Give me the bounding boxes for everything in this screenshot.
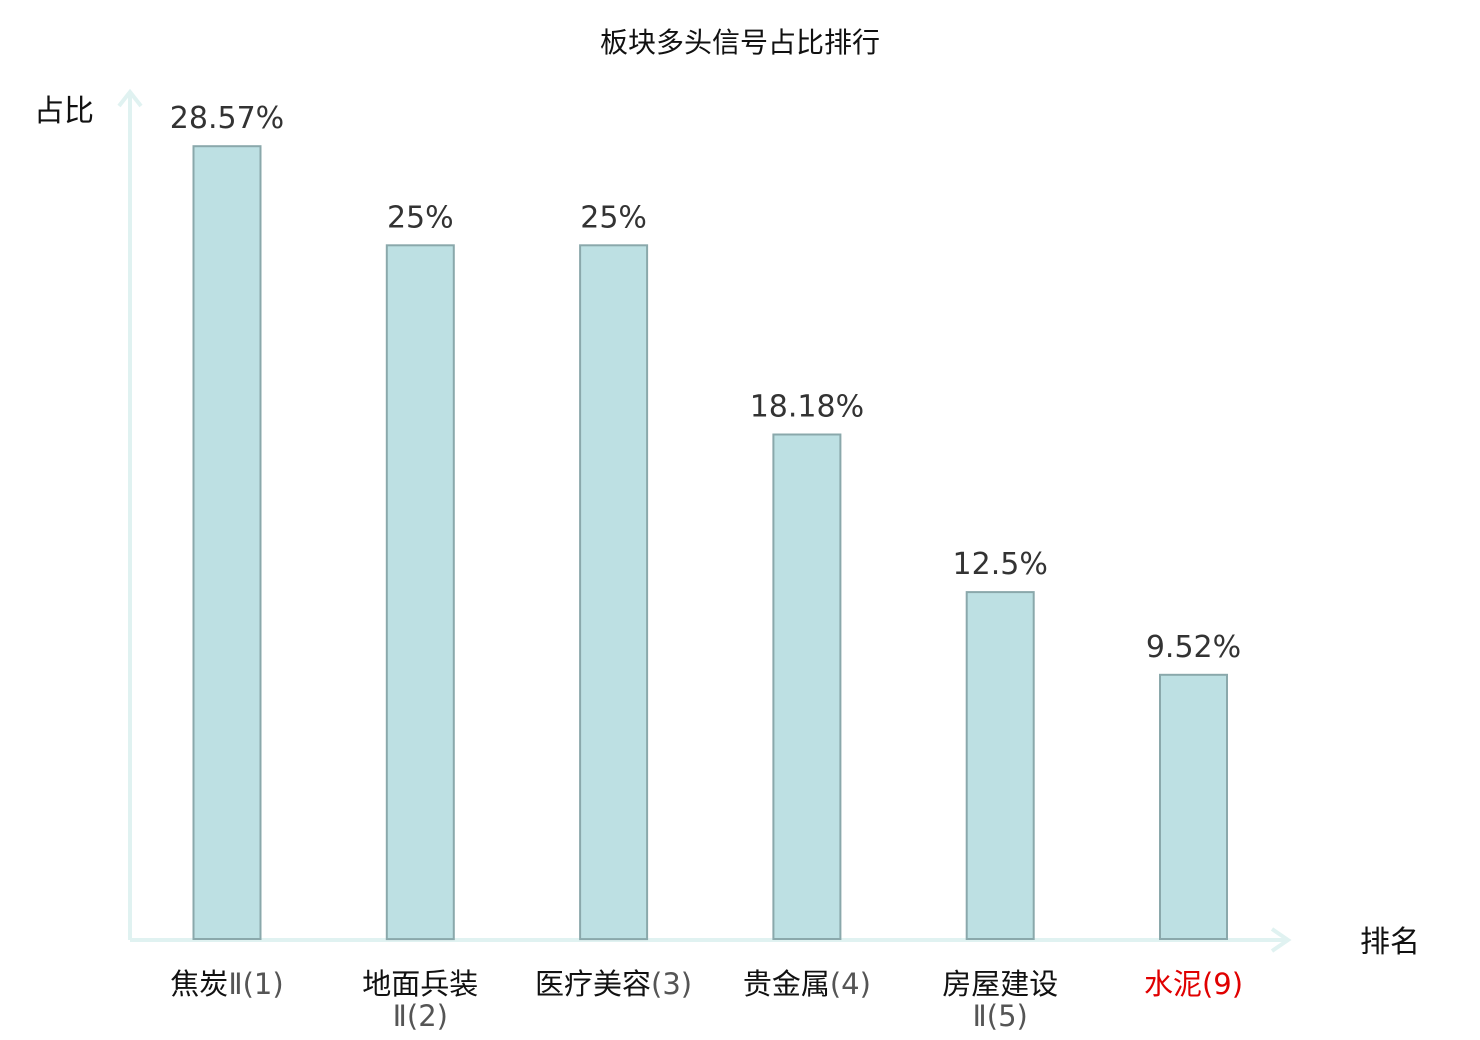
category-name: 焦炭 <box>170 967 228 1001</box>
category-name: 医疗美容 <box>535 967 651 1001</box>
y-axis-label: 占比 <box>34 94 94 129</box>
value-label: 9.52% <box>1146 630 1241 665</box>
category-label: 医疗美容(3) <box>535 967 692 1001</box>
category-rank: (1) <box>243 967 284 1001</box>
value-label: 28.57% <box>170 101 284 136</box>
bar <box>772 433 842 940</box>
value-label: 18.18% <box>750 390 864 425</box>
x-axis-arrow-icon <box>1270 927 1292 953</box>
category-label-line2: Ⅱ(5) <box>973 999 1028 1033</box>
bar <box>385 244 455 941</box>
category-label: 房屋建设 <box>942 967 1058 1001</box>
chart-title: 板块多头信号占比排行 <box>600 26 880 59</box>
value-labels-group: 28.57% 25% 25% 18.18% 12.5% 9.52% <box>170 101 1241 665</box>
category-rank: (2) <box>407 999 448 1033</box>
category-name: 水泥 <box>1144 967 1202 1001</box>
y-axis-arrow-icon <box>117 88 143 108</box>
bar <box>192 145 262 940</box>
bar <box>1159 673 1228 940</box>
category-rank: Ⅱ <box>228 967 242 1001</box>
category-rank: (5) <box>987 999 1028 1033</box>
category-name: 贵金属 <box>743 967 830 1001</box>
value-label: 12.5% <box>953 547 1048 582</box>
category-name: 地面兵装 <box>362 967 478 1001</box>
category-label: 焦炭Ⅱ(1) <box>170 967 283 1001</box>
category-label: 贵金属(4) <box>743 967 871 1001</box>
category-label-line2: Ⅱ(2) <box>393 999 448 1033</box>
value-label: 25% <box>387 200 454 235</box>
category-rank: (9) <box>1202 967 1243 1001</box>
bars-group <box>192 145 1228 941</box>
category-label: 地面兵装 <box>362 967 478 1001</box>
value-label: 25% <box>580 200 647 235</box>
category-rank: Ⅱ <box>393 999 407 1033</box>
category-name: 房屋建设 <box>942 967 1058 1001</box>
category-label: 水泥(9) <box>1144 967 1243 1001</box>
bar <box>579 244 649 941</box>
bar <box>965 591 1035 940</box>
category-rank: (4) <box>830 967 871 1001</box>
x-axis-label: 排名 <box>1360 925 1420 960</box>
category-rank: Ⅱ <box>973 999 987 1033</box>
category-rank: (3) <box>651 967 692 1001</box>
